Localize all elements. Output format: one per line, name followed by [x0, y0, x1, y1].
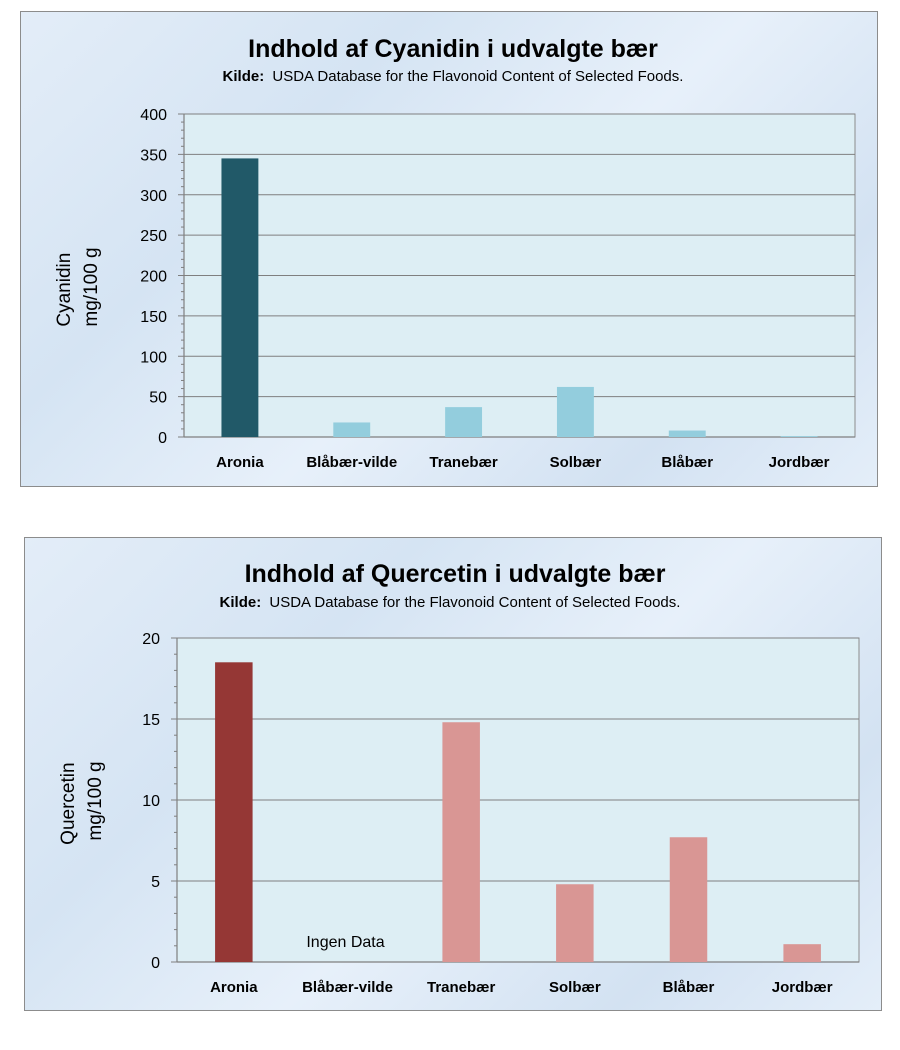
- y-tick-label: 15: [142, 712, 160, 729]
- bar-blåbær: [669, 837, 708, 962]
- x-tick-label: Aronia: [216, 454, 264, 471]
- bar-aronia: [215, 662, 253, 962]
- source-text: USDA Database for the Flavonoid Content …: [272, 68, 683, 85]
- bar-blåbær: [668, 430, 706, 437]
- source-label: Kilde:: [220, 594, 262, 611]
- chart-title: Indhold af Cyanidin i udvalgte bær: [248, 35, 658, 63]
- y-tick-label: 150: [140, 309, 167, 326]
- x-tick-label: Jordbær: [772, 979, 833, 996]
- x-tick-label: Solbær: [550, 454, 602, 471]
- x-tick-label: Blåbær-vilde: [302, 979, 393, 996]
- bar-jordbær: [783, 944, 821, 962]
- y-axis-label-line2: mg/100 g: [81, 247, 102, 326]
- x-tick-label: Tranebær: [427, 979, 496, 996]
- x-tick-label: Solbær: [549, 979, 601, 996]
- y-tick-label: 0: [158, 430, 167, 447]
- chart-source: Kilde: USDA Database for the Flavonoid C…: [223, 68, 684, 85]
- bar-solbær: [556, 884, 594, 962]
- bar-blåbær-vilde: [333, 422, 371, 437]
- bar-tranebær: [442, 722, 480, 962]
- source-text: USDA Database for the Flavonoid Content …: [269, 594, 680, 611]
- chart-source: Kilde: USDA Database for the Flavonoid C…: [220, 594, 681, 611]
- y-tick-label: 10: [142, 793, 160, 810]
- no-data-annotation: Ingen Data: [306, 934, 384, 951]
- cyanidin-chart-panel: Indhold af Cyanidin i udvalgte bær Kilde…: [20, 11, 878, 487]
- bar-tranebær: [445, 407, 483, 437]
- y-tick-label: 400: [140, 107, 167, 124]
- x-tick-label: Jordbær: [769, 454, 830, 471]
- y-tick-label: 20: [142, 631, 160, 648]
- y-tick-label: 250: [140, 228, 167, 245]
- x-tick-label: Tranebær: [429, 454, 498, 471]
- y-tick-label: 0: [151, 955, 160, 972]
- y-axis-label: Cyanidin mg/100 g: [54, 247, 102, 326]
- y-axis-label: Quercetin mg/100 g: [58, 757, 106, 845]
- y-axis-label-line1: Cyanidin: [54, 253, 75, 327]
- x-tick-label: Blåbær: [663, 979, 715, 996]
- y-tick-label: 100: [140, 349, 167, 366]
- x-tick-label: Blåbær: [661, 454, 713, 471]
- y-tick-label: 50: [149, 390, 167, 407]
- cyanidin-chart: Indhold af Cyanidin i udvalgte bær Kilde…: [54, 35, 856, 471]
- y-axis-label-line1: Quercetin: [58, 762, 79, 844]
- y-axis-label-line2: mg/100 g: [85, 761, 106, 840]
- quercetin-chart: Indhold af Quercetin i udvalgte bær Kild…: [58, 560, 860, 996]
- plot-group: 0 5 10 15 20 Aronia Blåbær-vilde Tranebær Solbær…: [142, 631, 860, 996]
- plot-group: 0 50 100 150 200 250 300 350 400 Aronia Blåbær-vil…: [140, 107, 856, 471]
- bar-aronia: [221, 158, 259, 437]
- chart-title: Indhold af Quercetin i udvalgte bær: [245, 560, 666, 588]
- bar-jordbær: [780, 436, 818, 437]
- y-tick-label: 350: [140, 147, 167, 164]
- source-label: Kilde:: [223, 68, 265, 85]
- quercetin-chart-panel: Indhold af Quercetin i udvalgte bær Kild…: [24, 537, 882, 1011]
- y-tick-label: 5: [151, 874, 160, 891]
- bar-solbær: [556, 386, 594, 437]
- y-tick-label: 200: [140, 269, 167, 286]
- x-tick-label: Aronia: [210, 979, 258, 996]
- x-tick-label: Blåbær-vilde: [306, 454, 397, 471]
- y-tick-label: 300: [140, 188, 167, 205]
